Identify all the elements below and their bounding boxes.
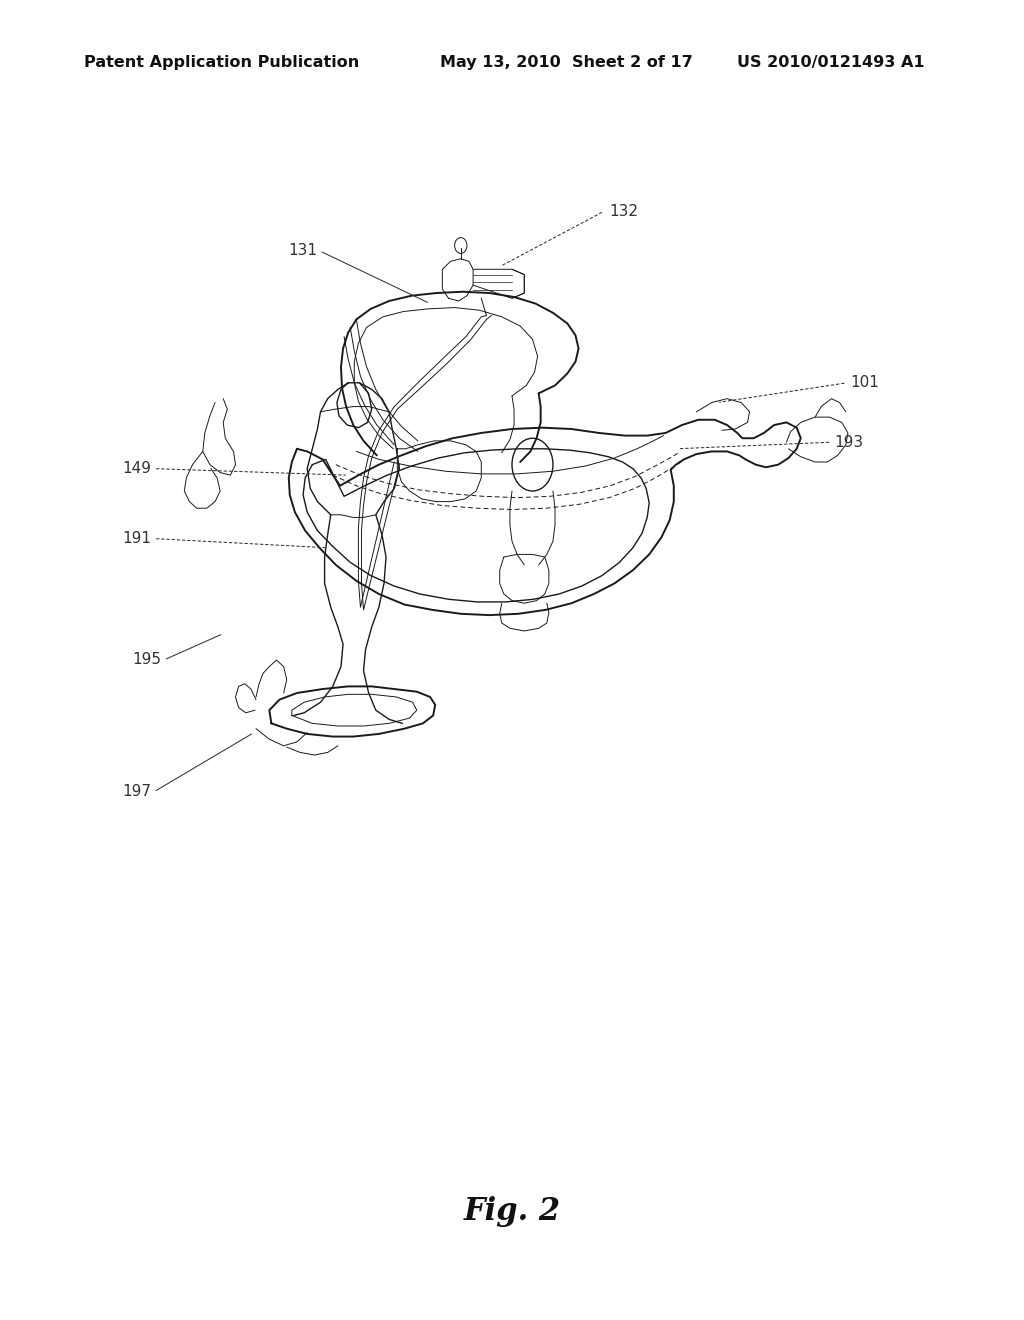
Text: Patent Application Publication: Patent Application Publication (84, 54, 359, 70)
Text: 193: 193 (835, 434, 863, 450)
Text: 132: 132 (609, 203, 638, 219)
Text: 101: 101 (850, 375, 879, 391)
Text: 195: 195 (133, 652, 162, 668)
Text: 131: 131 (289, 243, 317, 259)
Text: May 13, 2010  Sheet 2 of 17: May 13, 2010 Sheet 2 of 17 (440, 54, 693, 70)
Text: 191: 191 (123, 531, 152, 546)
Text: Fig. 2: Fig. 2 (464, 1196, 560, 1228)
Text: 197: 197 (123, 784, 152, 800)
Text: 149: 149 (123, 461, 152, 477)
Text: US 2010/0121493 A1: US 2010/0121493 A1 (737, 54, 925, 70)
